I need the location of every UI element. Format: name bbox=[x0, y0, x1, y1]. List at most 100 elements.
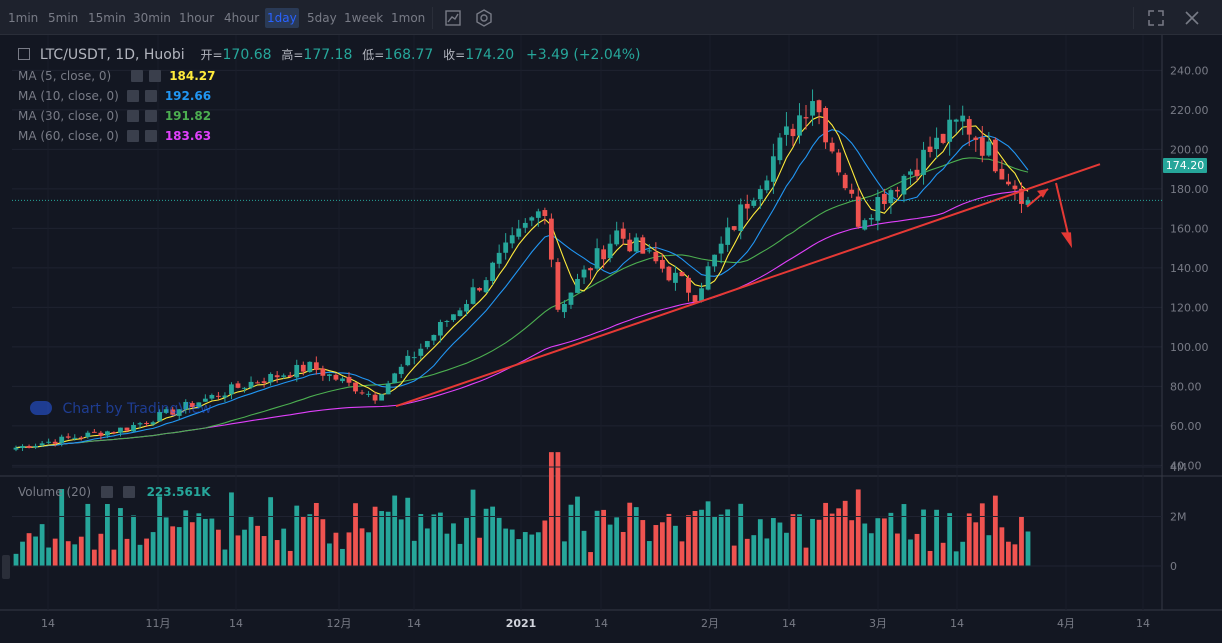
volume-bar bbox=[59, 489, 65, 566]
interval-30min[interactable]: 30min bbox=[133, 11, 171, 25]
candle-body bbox=[1006, 181, 1011, 185]
volume-bar bbox=[548, 452, 554, 566]
settings-icon[interactable] bbox=[126, 110, 139, 122]
candle-body bbox=[379, 394, 385, 401]
time-tick-label: 14 bbox=[407, 617, 421, 630]
candle-body bbox=[542, 210, 548, 217]
volume-bar bbox=[601, 509, 607, 566]
close-icon[interactable] bbox=[1182, 8, 1202, 28]
candle-body bbox=[738, 204, 744, 231]
support-trendline[interactable] bbox=[395, 163, 1101, 408]
volume-bar bbox=[594, 510, 600, 566]
volume-bar bbox=[437, 512, 443, 566]
candle-body bbox=[509, 235, 515, 244]
fullscreen-icon[interactable] bbox=[1146, 8, 1166, 28]
volume-bar bbox=[908, 539, 913, 566]
candle-body bbox=[372, 394, 378, 401]
candle-body bbox=[294, 364, 300, 378]
volume-bar bbox=[529, 534, 535, 566]
volume-bar bbox=[235, 535, 241, 566]
candle-body bbox=[326, 374, 332, 376]
decline-arrow-line[interactable] bbox=[1055, 182, 1070, 239]
interval-1hour[interactable]: 1hour bbox=[179, 11, 215, 25]
candle-body bbox=[242, 387, 247, 389]
candle-body bbox=[503, 242, 509, 253]
interval-1day[interactable]: 1day bbox=[265, 8, 299, 28]
close-icon[interactable] bbox=[144, 90, 157, 102]
candle-body bbox=[868, 217, 874, 220]
candle-body bbox=[222, 395, 228, 398]
volume-bar bbox=[1006, 541, 1011, 566]
volume-bar bbox=[131, 515, 136, 566]
close-icon[interactable] bbox=[144, 130, 157, 142]
close-icon[interactable] bbox=[144, 110, 157, 122]
price-tick-label: 120.00 bbox=[1170, 301, 1209, 314]
volume-bar bbox=[627, 502, 633, 566]
candle-body bbox=[261, 381, 267, 383]
settings-icon[interactable] bbox=[131, 70, 144, 82]
scroll-left-handle[interactable] bbox=[2, 555, 10, 579]
volume-bar bbox=[163, 517, 169, 566]
high-label: 高= bbox=[281, 48, 304, 62]
candle-body bbox=[216, 395, 221, 397]
candle-body bbox=[353, 382, 358, 392]
settings-icon[interactable] bbox=[126, 130, 139, 142]
volume-tick-label: 2M bbox=[1170, 511, 1187, 524]
volume-bar bbox=[170, 526, 176, 566]
candle-body bbox=[640, 237, 646, 254]
chart-area[interactable]: 40.00 60.00 80.00 100.00 120.00 140.00 160.00 1… bbox=[0, 35, 1222, 643]
volume-bar bbox=[405, 497, 411, 566]
candle-body bbox=[255, 382, 260, 384]
settings-icon[interactable] bbox=[126, 90, 139, 102]
candle-body bbox=[189, 403, 195, 408]
low-label: 低= bbox=[362, 48, 385, 62]
volume-bar bbox=[261, 536, 267, 566]
candle-body bbox=[581, 269, 587, 278]
candle-body bbox=[575, 278, 580, 293]
volume-bar bbox=[921, 509, 926, 566]
indicator-value: 191.82 bbox=[164, 109, 212, 123]
candle-body bbox=[673, 272, 678, 283]
volume-bar bbox=[901, 504, 907, 566]
candle-body bbox=[718, 243, 724, 254]
close-icon[interactable] bbox=[122, 486, 135, 498]
volume-bar bbox=[248, 515, 254, 566]
volume-bar bbox=[431, 514, 437, 566]
price-tick-label: 100.00 bbox=[1170, 341, 1209, 354]
volume-bar bbox=[346, 532, 352, 566]
interval-5min[interactable]: 5min bbox=[48, 11, 79, 25]
time-tick-label: 14 bbox=[229, 617, 243, 630]
candle-body bbox=[881, 193, 887, 204]
volume-bar bbox=[614, 517, 620, 566]
settings-icon[interactable] bbox=[100, 486, 113, 498]
candle-body bbox=[131, 424, 136, 432]
volume-bar bbox=[646, 541, 652, 566]
chart-style-icon[interactable] bbox=[443, 8, 463, 28]
interval-4hour[interactable]: 4hour bbox=[224, 11, 260, 25]
settings-gear-icon[interactable] bbox=[474, 8, 494, 28]
candle-body bbox=[496, 252, 502, 264]
interval-1mon[interactable]: 1mon bbox=[391, 11, 426, 25]
symbol-icon[interactable] bbox=[18, 48, 30, 60]
volume-bar bbox=[366, 532, 371, 566]
interval-1min[interactable]: 1min bbox=[8, 11, 39, 25]
interval-5day[interactable]: 5day bbox=[307, 11, 337, 25]
price-tick-label: 220.00 bbox=[1170, 104, 1209, 117]
volume-bar bbox=[849, 520, 855, 566]
volume-bar bbox=[281, 528, 287, 566]
interval-15min[interactable]: 15min bbox=[88, 11, 126, 25]
candle-body bbox=[451, 314, 456, 321]
indicator-value: 184.27 bbox=[169, 69, 216, 83]
volume-bar bbox=[966, 513, 972, 566]
interval-1week[interactable]: 1week bbox=[344, 11, 384, 25]
volume-bar bbox=[725, 509, 731, 566]
volume-bar bbox=[398, 519, 404, 566]
candle-body bbox=[646, 250, 652, 252]
volume-bar bbox=[542, 520, 548, 566]
candle-body bbox=[124, 427, 130, 431]
candle-body bbox=[875, 197, 881, 221]
volume-bar bbox=[189, 522, 195, 566]
time-tick-label: 3月 bbox=[869, 617, 887, 630]
chart-svg[interactable]: 40.00 60.00 80.00 100.00 120.00 140.00 160.00 1… bbox=[0, 35, 1222, 643]
close-icon[interactable] bbox=[149, 70, 162, 82]
